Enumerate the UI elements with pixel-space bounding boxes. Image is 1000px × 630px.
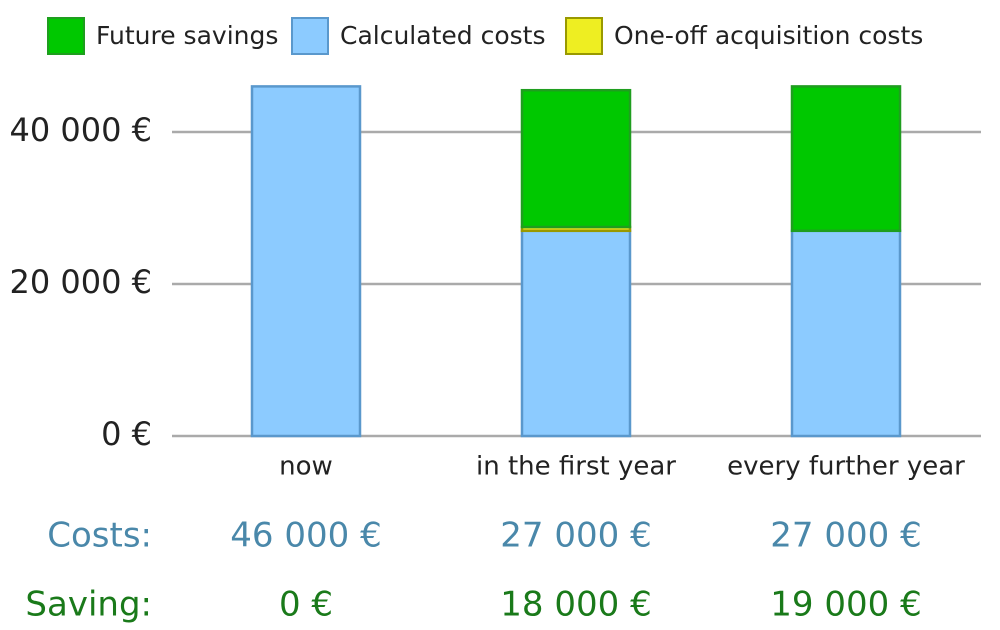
- bar-segment: [790, 85, 902, 233]
- summary-label: Saving:: [25, 585, 152, 625]
- summary-value: 0 €: [279, 585, 333, 625]
- summary-value: 18 000 €: [500, 585, 651, 625]
- bar-segment: [790, 229, 902, 438]
- legend-label: Calculated costs: [340, 21, 545, 50]
- y-tick-label: 20 000 €: [10, 263, 153, 301]
- x-tick-label: in the first year: [476, 452, 676, 482]
- x-tick-label: now: [279, 452, 333, 482]
- bar-segment: [250, 85, 362, 438]
- y-tick-label: 40 000 €: [10, 111, 153, 149]
- summary-value: 46 000 €: [230, 516, 381, 556]
- legend-swatch: [291, 17, 329, 55]
- y-tick-label: 0 €: [101, 415, 152, 453]
- bar-segment: [520, 88, 632, 229]
- summary-value: 27 000 €: [770, 516, 921, 556]
- summary-value: 27 000 €: [500, 516, 651, 556]
- summary-label: Costs:: [47, 516, 152, 556]
- legend-swatch: [565, 17, 603, 55]
- legend-swatch: [47, 17, 85, 55]
- legend-label: One-off acquisition costs: [614, 21, 923, 50]
- bar-segment: [520, 229, 632, 438]
- summary-value: 19 000 €: [770, 585, 921, 625]
- x-tick-label: every further year: [727, 452, 965, 482]
- legend-label: Future savings: [96, 21, 278, 50]
